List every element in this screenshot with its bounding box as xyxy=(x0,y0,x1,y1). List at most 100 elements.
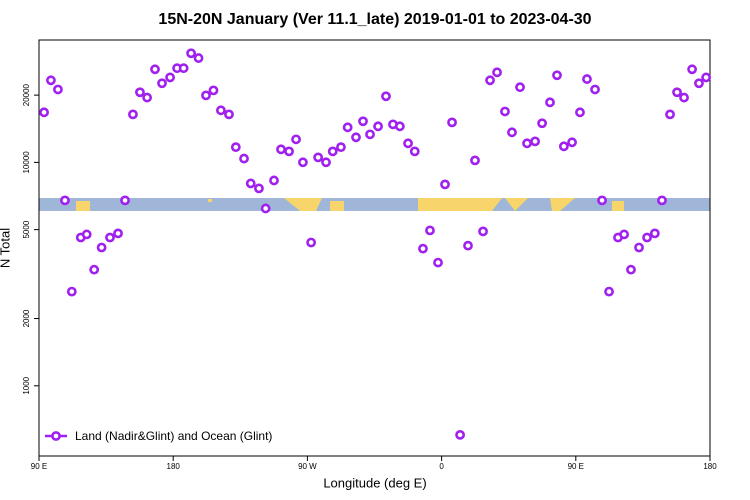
point xyxy=(351,132,361,143)
point xyxy=(245,178,256,189)
point xyxy=(590,84,600,95)
point xyxy=(327,146,338,157)
point xyxy=(53,84,63,95)
point xyxy=(120,195,130,206)
x-axis-label: Longitude (deg E) xyxy=(323,475,426,490)
point xyxy=(260,203,271,214)
x-tick-label: 0 xyxy=(439,462,444,471)
point xyxy=(336,142,346,153)
point xyxy=(567,137,577,148)
point xyxy=(313,152,324,163)
point xyxy=(321,157,331,168)
point xyxy=(284,146,294,157)
point xyxy=(500,106,510,117)
point xyxy=(470,155,480,166)
point xyxy=(478,226,488,237)
y-tick-label: 10000 xyxy=(22,151,31,174)
legend-marker xyxy=(51,431,61,441)
legend-label: Land (Nadir&Glint) and Ocean (Glint) xyxy=(75,429,272,443)
point xyxy=(342,122,353,133)
point xyxy=(230,142,241,153)
point xyxy=(463,240,473,251)
point xyxy=(128,109,138,120)
point xyxy=(634,242,644,253)
point xyxy=(665,109,675,120)
point xyxy=(537,118,548,129)
point xyxy=(679,92,689,103)
point xyxy=(306,237,317,248)
point xyxy=(81,229,92,240)
point xyxy=(381,91,391,102)
point xyxy=(291,134,301,145)
point xyxy=(208,85,219,96)
point xyxy=(66,286,77,297)
point xyxy=(39,107,49,118)
y-axis-label: N Total xyxy=(0,228,12,268)
point xyxy=(455,429,465,440)
point xyxy=(60,195,70,206)
point xyxy=(142,92,153,103)
point xyxy=(276,144,286,155)
point xyxy=(558,141,569,152)
point xyxy=(582,74,592,84)
x-tick-label: 180 xyxy=(703,462,717,471)
y-tick-label: 1000 xyxy=(22,376,31,394)
point xyxy=(403,138,413,149)
point xyxy=(657,195,667,206)
point xyxy=(239,153,249,164)
point xyxy=(507,127,517,138)
point xyxy=(694,78,704,89)
point xyxy=(447,117,457,128)
point xyxy=(178,63,189,74)
point xyxy=(96,242,107,253)
point xyxy=(545,97,555,108)
point xyxy=(440,179,450,190)
point xyxy=(157,78,167,89)
point xyxy=(186,48,196,59)
x-tick-label: 90 E xyxy=(31,462,47,471)
y-tick-label: 2000 xyxy=(22,309,31,327)
point xyxy=(46,75,56,86)
point xyxy=(701,72,712,83)
chart-title: 15N-20N January (Ver 11.1_late) 2019-01-… xyxy=(158,11,591,28)
point xyxy=(485,75,495,86)
point xyxy=(150,64,160,75)
point xyxy=(409,146,420,157)
point xyxy=(530,136,540,147)
plot-frame xyxy=(38,39,711,457)
series xyxy=(39,48,712,440)
y-tick-label: 5000 xyxy=(22,220,31,238)
point xyxy=(433,257,443,268)
point xyxy=(113,228,123,239)
x-tick-label: 180 xyxy=(167,462,181,471)
point xyxy=(269,175,279,186)
x-tick-label: 90 E xyxy=(568,462,584,471)
point xyxy=(552,70,562,81)
point xyxy=(193,53,204,63)
land-map-strip xyxy=(39,198,710,211)
point xyxy=(224,109,234,120)
point xyxy=(597,195,607,206)
point xyxy=(626,264,636,275)
point xyxy=(672,87,682,98)
point xyxy=(604,286,614,297)
y-tick-label: 20000 xyxy=(22,83,31,106)
point xyxy=(649,228,660,239)
point xyxy=(298,157,308,168)
point xyxy=(216,105,226,116)
point xyxy=(105,232,115,243)
point xyxy=(165,72,175,83)
point xyxy=(254,183,264,194)
point xyxy=(642,232,652,243)
point xyxy=(492,67,502,78)
point xyxy=(619,229,630,240)
point xyxy=(418,243,428,254)
point xyxy=(201,90,211,101)
point xyxy=(373,121,383,132)
x-tick-label: 90 W xyxy=(298,462,317,471)
point xyxy=(394,121,405,132)
point xyxy=(575,107,585,118)
point xyxy=(135,87,145,98)
point xyxy=(425,225,435,236)
